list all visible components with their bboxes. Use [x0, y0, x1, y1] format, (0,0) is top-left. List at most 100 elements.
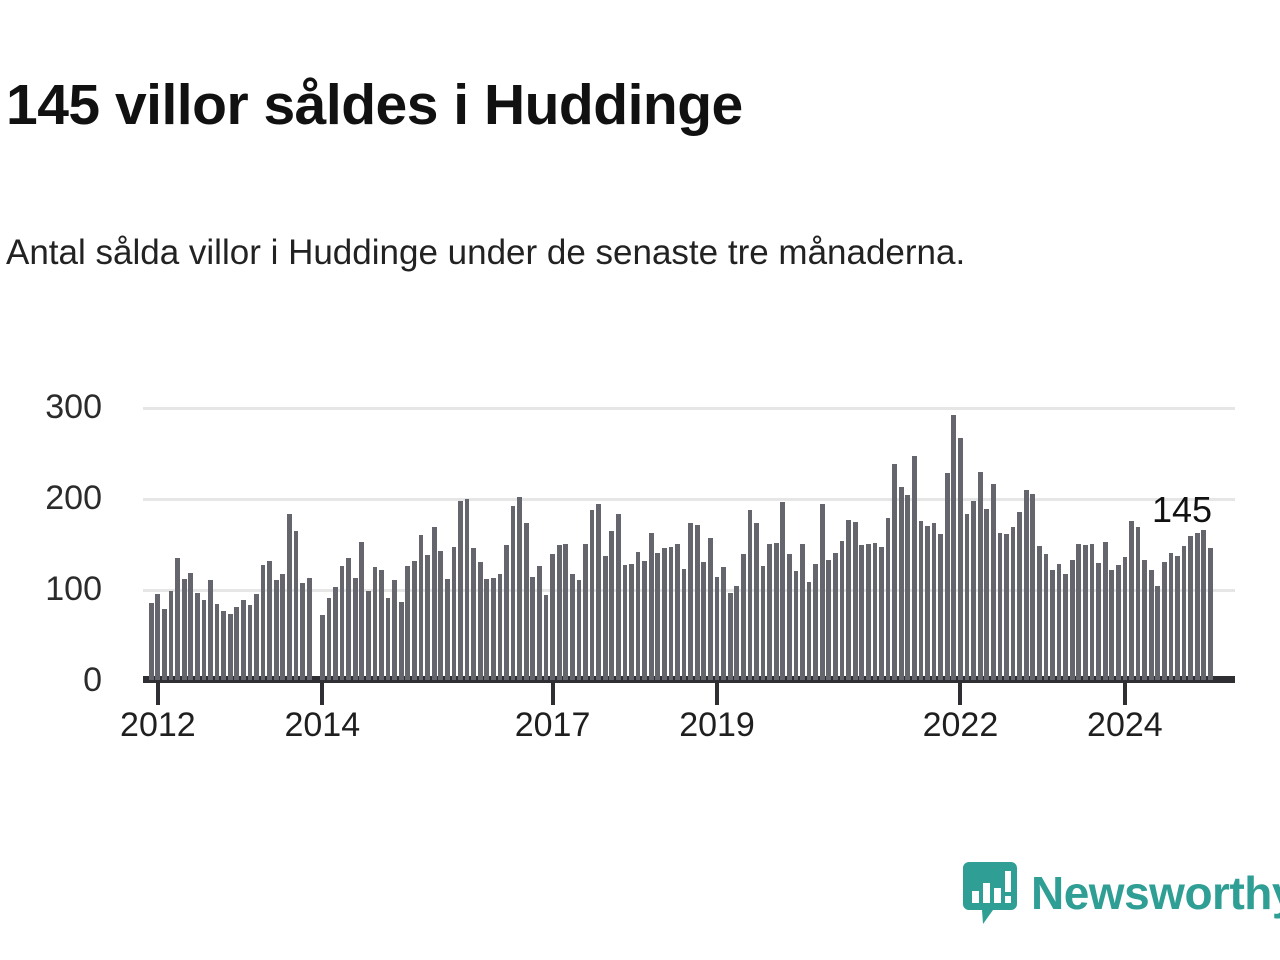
bar — [254, 593, 259, 680]
y-tick-label-0: 0 — [83, 661, 102, 699]
bar — [760, 566, 766, 680]
bar — [833, 552, 838, 680]
chart-bars — [143, 398, 1235, 680]
bar — [241, 599, 246, 680]
y-tick-label-100: 100 — [45, 570, 102, 609]
bar — [458, 500, 463, 680]
bar — [694, 525, 700, 680]
bar — [471, 548, 476, 680]
bar — [708, 538, 713, 680]
bar — [1030, 494, 1036, 680]
page-subtitle: Antal sålda villor i Huddinge under de s… — [6, 233, 966, 272]
bar — [1142, 559, 1147, 680]
bar — [293, 530, 299, 680]
bar — [392, 579, 398, 680]
bar — [754, 522, 759, 680]
bar — [839, 540, 845, 680]
bar — [477, 561, 483, 680]
bar — [1096, 562, 1101, 680]
bar — [1056, 564, 1062, 680]
gridline-300 — [143, 407, 1235, 411]
bar — [162, 609, 167, 680]
bar — [464, 498, 470, 680]
bar — [1161, 561, 1167, 680]
bar — [1076, 544, 1082, 680]
bar — [662, 548, 667, 680]
bar — [1102, 541, 1108, 680]
bar — [938, 534, 944, 680]
bar — [537, 566, 542, 680]
bar — [523, 522, 529, 680]
bar — [326, 598, 332, 680]
bar — [912, 456, 917, 680]
bar — [267, 560, 273, 680]
bar — [714, 577, 720, 680]
highlight-value-label: 145 — [1152, 489, 1213, 530]
bar — [747, 509, 753, 680]
bar — [925, 526, 930, 680]
bar — [576, 579, 582, 680]
bar — [543, 594, 549, 680]
bar — [780, 501, 786, 680]
bar — [398, 601, 404, 680]
bar — [846, 519, 851, 680]
bar — [767, 544, 773, 680]
bar — [287, 514, 292, 680]
bar — [583, 543, 588, 680]
bar — [800, 544, 805, 680]
bar — [931, 522, 937, 680]
bar — [194, 592, 200, 680]
bar — [990, 484, 996, 680]
bar — [563, 543, 569, 680]
bar — [221, 610, 227, 680]
bar — [188, 572, 194, 680]
gridline-200 — [143, 498, 1235, 502]
bar — [977, 471, 983, 680]
bar — [227, 613, 233, 680]
bar — [734, 586, 740, 680]
bar — [247, 604, 253, 680]
bar — [339, 566, 345, 680]
x-tick-label-2024: 2024 — [1087, 706, 1163, 744]
bar — [905, 495, 911, 680]
logo-wordmark: Newsworthy — [1031, 867, 1280, 919]
bar — [1129, 520, 1134, 680]
bar — [787, 554, 792, 680]
bar — [444, 579, 450, 680]
bar — [589, 509, 595, 680]
bar — [405, 566, 411, 680]
bar — [1083, 545, 1088, 680]
bar — [1017, 511, 1022, 680]
bar — [997, 532, 1003, 680]
y-tick-label-300: 300 — [45, 388, 102, 427]
bar — [944, 472, 950, 680]
bar — [681, 569, 687, 680]
bar — [484, 579, 490, 680]
bar — [1023, 489, 1029, 680]
bar — [958, 438, 963, 680]
bar — [148, 602, 154, 680]
bar — [1063, 574, 1069, 680]
bar — [885, 518, 891, 680]
bar — [385, 598, 391, 680]
x-tick-mark-2017 — [550, 683, 555, 705]
bar — [1010, 527, 1016, 680]
bar — [609, 530, 615, 680]
bar — [622, 565, 628, 680]
bar — [1050, 569, 1055, 680]
bar — [412, 560, 417, 680]
bar — [438, 550, 444, 680]
bar — [813, 564, 819, 680]
bar — [556, 545, 562, 680]
bar — [675, 544, 680, 680]
bar — [273, 579, 279, 680]
bar — [208, 579, 213, 680]
bar — [984, 508, 990, 680]
bar — [596, 503, 601, 680]
bar — [1036, 546, 1042, 680]
bar — [234, 607, 240, 680]
bar — [333, 587, 338, 680]
